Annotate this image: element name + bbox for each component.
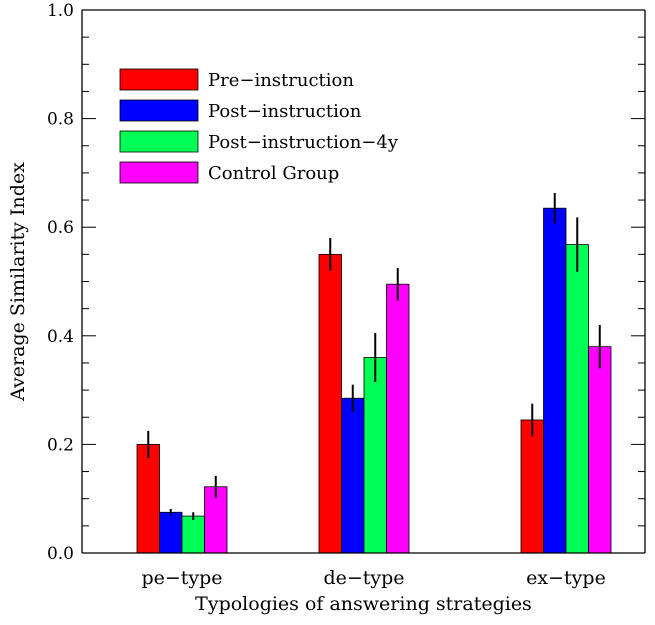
legend-label: Post−instruction−4y bbox=[208, 132, 399, 153]
y-tick-label: 0.4 bbox=[47, 327, 74, 347]
bar bbox=[159, 511, 183, 554]
legend-swatch bbox=[119, 68, 199, 91]
x-category-label: de−type bbox=[323, 567, 404, 589]
x-category-label: ex−type bbox=[526, 567, 606, 589]
x-axis-title: Typologies of answering strategies bbox=[195, 593, 532, 615]
y-tick-label: 0.2 bbox=[47, 435, 74, 455]
bar bbox=[341, 397, 365, 554]
y-tick-label: 0.8 bbox=[47, 110, 74, 130]
bar bbox=[588, 346, 612, 554]
y-tick-label: 0.0 bbox=[47, 544, 74, 564]
legend-swatch bbox=[119, 99, 199, 122]
bar bbox=[520, 419, 544, 554]
bar bbox=[318, 253, 342, 554]
legend-label: Control Group bbox=[208, 163, 339, 184]
bar bbox=[136, 443, 160, 554]
legend-label: Pre−instruction bbox=[208, 70, 354, 91]
bar bbox=[543, 207, 567, 554]
x-category-label: pe−type bbox=[141, 567, 222, 589]
bar bbox=[363, 357, 387, 554]
y-axis-title: Average Similarity Index bbox=[7, 162, 29, 402]
bar bbox=[565, 244, 589, 554]
legend-swatch bbox=[119, 161, 199, 184]
legend-label: Post−instruction bbox=[208, 101, 362, 122]
legend-swatch bbox=[119, 130, 199, 153]
y-tick-label: 1.0 bbox=[47, 1, 74, 21]
bar bbox=[181, 515, 205, 554]
y-tick-label: 0.6 bbox=[47, 218, 74, 238]
bar bbox=[386, 283, 410, 554]
